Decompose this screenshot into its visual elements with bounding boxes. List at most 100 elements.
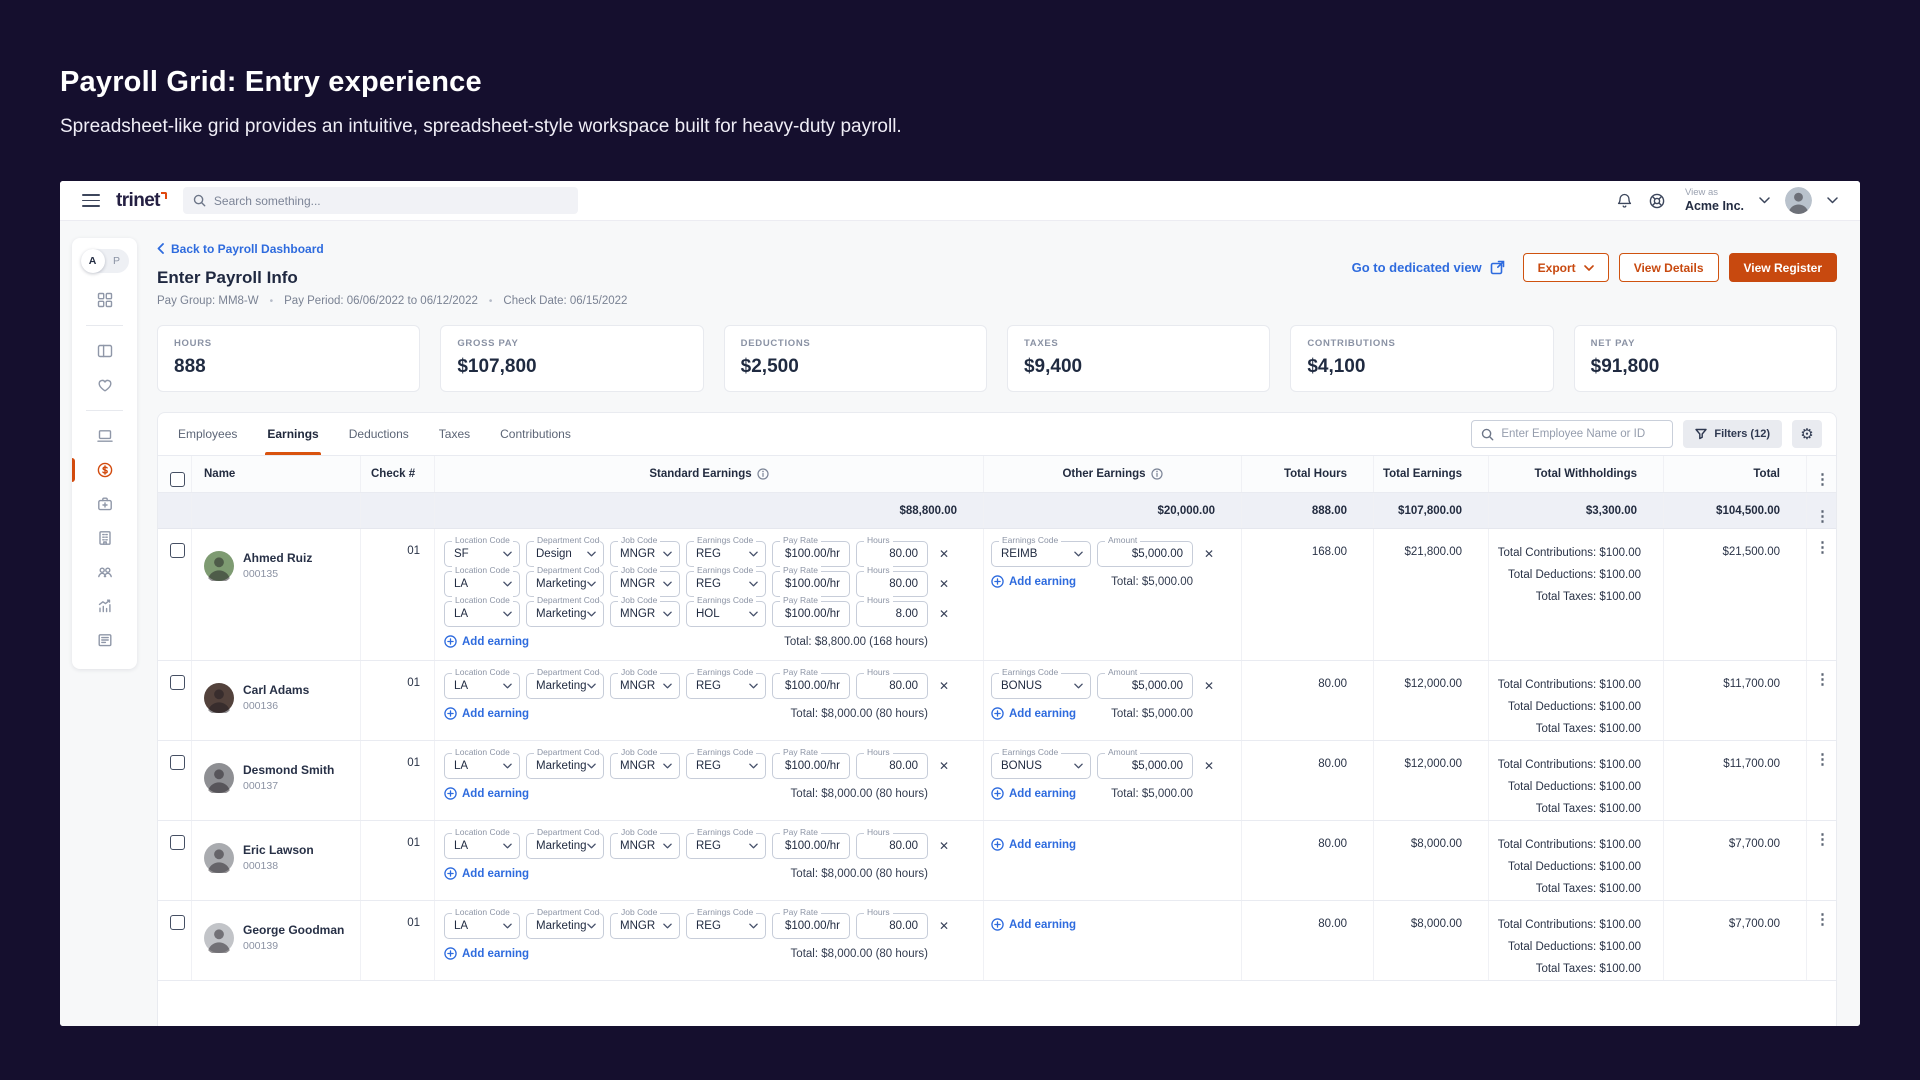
department-select[interactable]: Department Code Marketing — [526, 668, 604, 699]
user-avatar[interactable] — [1785, 187, 1812, 214]
bell-icon[interactable] — [1616, 192, 1633, 210]
add-earning-link[interactable]: Add earning — [991, 707, 1076, 720]
sidebar-item-company[interactable] — [72, 523, 137, 553]
location-select[interactable]: Location Code LA — [444, 748, 520, 779]
pay-rate-input[interactable]: Pay Rate $100.00/hr — [772, 536, 850, 567]
export-button[interactable]: Export — [1522, 253, 1609, 282]
earnings-select[interactable]: Earnings Code BONUS — [991, 748, 1091, 779]
header-kebab-menu[interactable]: ⋮ — [1815, 471, 1830, 488]
add-earning-link[interactable]: Add earning — [444, 947, 529, 960]
department-select[interactable]: Department Code Marketing — [526, 908, 604, 939]
job-select[interactable]: Job Code MNGR — [610, 668, 680, 699]
chevron-down-icon[interactable] — [1759, 197, 1770, 204]
row-checkbox[interactable] — [170, 543, 185, 558]
pay-rate-input[interactable]: Pay Rate $100.00/hr — [772, 596, 850, 627]
hours-input[interactable]: Hours 80.00 — [856, 668, 928, 699]
sidebar-item-dashboard[interactable] — [72, 285, 137, 315]
view-details-button[interactable]: View Details — [1618, 253, 1719, 282]
global-search-input[interactable]: Search something... — [182, 187, 578, 214]
row-kebab-menu[interactable]: ⋮ — [1815, 911, 1830, 928]
row-kebab-menu[interactable]: ⋮ — [1815, 751, 1830, 768]
location-select[interactable]: Location Code LA — [444, 566, 520, 597]
add-earning-link[interactable]: Add earning — [444, 867, 529, 880]
remove-earning-button[interactable]: ✕ — [938, 547, 950, 561]
job-select[interactable]: Job Code MNGR — [610, 748, 680, 779]
info-icon[interactable] — [757, 468, 769, 480]
earnings-select[interactable]: Earnings Code REG — [686, 566, 766, 597]
tab-taxes[interactable]: Taxes — [438, 427, 471, 441]
earnings-select[interactable]: Earnings Code REG — [686, 828, 766, 859]
sidebar-item-benefits[interactable] — [72, 489, 137, 519]
row-kebab-menu[interactable]: ⋮ — [1815, 539, 1830, 556]
earnings-select[interactable]: Earnings Code REG — [686, 748, 766, 779]
sidebar-item-people[interactable] — [72, 557, 137, 587]
row-checkbox[interactable] — [170, 915, 185, 930]
select-all-checkbox[interactable] — [170, 472, 185, 487]
tab-earnings[interactable]: Earnings — [265, 413, 322, 455]
location-select[interactable]: Location Code LA — [444, 668, 520, 699]
menu-icon[interactable] — [82, 194, 100, 207]
amount-input[interactable]: Amount $5,000.00 — [1097, 536, 1193, 567]
pay-rate-input[interactable]: Pay Rate $100.00/hr — [772, 566, 850, 597]
add-earning-link[interactable]: Add earning — [991, 787, 1076, 800]
remove-earning-button[interactable]: ✕ — [938, 919, 950, 933]
sidebar-item-favorites[interactable] — [72, 370, 137, 400]
sidebar-item-payroll[interactable] — [72, 455, 137, 485]
row-checkbox[interactable] — [170, 675, 185, 690]
remove-earning-button[interactable]: ✕ — [938, 679, 950, 693]
job-select[interactable]: Job Code MNGR — [610, 536, 680, 567]
view-as-switcher[interactable]: View as Acme Inc. — [1685, 187, 1744, 213]
add-earning-link[interactable]: Add earning — [444, 635, 529, 648]
location-select[interactable]: Location Code SF — [444, 536, 520, 567]
employee-search-input[interactable]: Enter Employee Name or ID — [1471, 420, 1674, 448]
hours-input[interactable]: Hours 80.00 — [856, 748, 928, 779]
amount-input[interactable]: Amount $5,000.00 — [1097, 668, 1193, 699]
row-kebab-menu[interactable]: ⋮ — [1815, 831, 1830, 848]
job-select[interactable]: Job Code MNGR — [610, 566, 680, 597]
tab-deductions[interactable]: Deductions — [348, 427, 409, 441]
remove-earning-button[interactable]: ✕ — [938, 839, 950, 853]
persona-toggle-personal[interactable]: P — [112, 255, 120, 267]
hours-input[interactable]: Hours 8.00 — [856, 596, 928, 627]
remove-earning-button[interactable]: ✕ — [1203, 547, 1215, 561]
pay-rate-input[interactable]: Pay Rate $100.00/hr — [772, 748, 850, 779]
job-select[interactable]: Job Code MNGR — [610, 596, 680, 627]
earnings-select[interactable]: Earnings Code HOL — [686, 596, 766, 627]
add-earning-link[interactable]: Add earning — [991, 838, 1076, 851]
hours-input[interactable]: Hours 80.00 — [856, 536, 928, 567]
pay-rate-input[interactable]: Pay Rate $100.00/hr — [772, 668, 850, 699]
earnings-select[interactable]: Earnings Code REG — [686, 908, 766, 939]
remove-earning-button[interactable]: ✕ — [938, 759, 950, 773]
department-select[interactable]: Department Code Marketing — [526, 748, 604, 779]
settings-gear-button[interactable]: ⚙ — [1792, 420, 1822, 448]
chevron-down-icon[interactable] — [1827, 197, 1838, 204]
add-earning-link[interactable]: Add earning — [991, 918, 1076, 931]
filters-button[interactable]: Filters (12) — [1683, 420, 1782, 448]
location-select[interactable]: Location Code LA — [444, 596, 520, 627]
remove-earning-button[interactable]: ✕ — [1203, 679, 1215, 693]
add-earning-link[interactable]: Add earning — [991, 575, 1076, 588]
department-select[interactable]: Department Code Marketing — [526, 596, 604, 627]
sidebar-item-reports[interactable] — [72, 591, 137, 621]
help-wheel-icon[interactable] — [1648, 192, 1666, 210]
hours-input[interactable]: Hours 80.00 — [856, 908, 928, 939]
earnings-select[interactable]: Earnings Code BONUS — [991, 668, 1091, 699]
sidebar-item-devices[interactable] — [72, 421, 137, 451]
info-icon[interactable] — [1150, 468, 1163, 480]
back-link[interactable]: Back to Payroll Dashboard — [157, 242, 324, 256]
pay-rate-input[interactable]: Pay Rate $100.00/hr — [772, 908, 850, 939]
department-select[interactable]: Department Code Design — [526, 536, 604, 567]
location-select[interactable]: Location Code LA — [444, 908, 520, 939]
hours-input[interactable]: Hours 80.00 — [856, 828, 928, 859]
job-select[interactable]: Job Code MNGR — [610, 828, 680, 859]
pay-rate-input[interactable]: Pay Rate $100.00/hr — [772, 828, 850, 859]
location-select[interactable]: Location Code LA — [444, 828, 520, 859]
row-kebab-menu[interactable]: ⋮ — [1815, 671, 1830, 688]
persona-toggle-admin[interactable]: A — [80, 249, 105, 273]
sidebar-item-documents[interactable] — [72, 625, 137, 655]
hours-input[interactable]: Hours 80.00 — [856, 566, 928, 597]
department-select[interactable]: Department Code Marketing — [526, 566, 604, 597]
row-checkbox[interactable] — [170, 755, 185, 770]
earnings-select[interactable]: Earnings Code REG — [686, 536, 766, 567]
remove-earning-button[interactable]: ✕ — [938, 607, 950, 621]
